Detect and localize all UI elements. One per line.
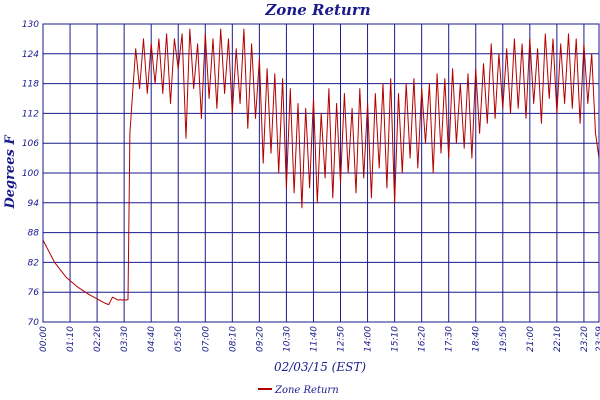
y-tick-label: 106 [22, 139, 39, 149]
x-tick-label: 08:10 [228, 326, 238, 352]
x-tick-label: 23:20 [580, 326, 590, 352]
x-tick-label: 14:00 [364, 326, 374, 352]
x-tick-label: 21:00 [526, 326, 536, 352]
x-tick-label: 07:00 [201, 326, 211, 352]
x-tick-label: 09:20 [255, 326, 265, 352]
x-tick-label: 17:30 [445, 326, 455, 352]
x-tick-label: 16:20 [418, 326, 428, 352]
x-tick-label: 04:40 [147, 326, 157, 352]
series-line [42, 28, 600, 306]
x-tick-label: 01:10 [66, 326, 76, 352]
x-tick-label: 11:40 [309, 326, 319, 352]
x-tick-label: 18:40 [472, 326, 482, 352]
x-tick-label: 00:00 [39, 326, 49, 352]
y-tick-label: 88 [28, 229, 40, 239]
x-tick-label: 12:50 [337, 326, 347, 352]
x-tick-label: 10:30 [282, 326, 292, 352]
y-tick-label: 112 [22, 109, 39, 119]
x-tick-label: 02:20 [93, 326, 103, 352]
y-tick-label: 130 [22, 20, 39, 30]
x-tick-label: 19:50 [499, 326, 509, 352]
x-axis-label: 02/03/15 (EST) [274, 360, 366, 374]
x-tick-label: 05:50 [174, 326, 184, 352]
x-tick-label: 15:10 [391, 326, 401, 352]
legend: Zone Return [258, 385, 339, 396]
y-tick-label: 94 [28, 199, 40, 209]
y-tick-label: 124 [22, 50, 39, 60]
tick-labels: 70 76 82 88 94 100 106 112 118 124 130 00:00 01:10 02… [22, 20, 600, 352]
y-axis-label: Degrees F [3, 135, 18, 210]
series-layer [42, 28, 600, 306]
x-tick-label: 03:30 [120, 326, 130, 352]
y-tick-label: 82 [28, 258, 40, 268]
x-tick-label: 23:59 [595, 326, 600, 352]
y-tick-label: 76 [28, 288, 40, 298]
legend-label: Zone Return [274, 385, 339, 396]
x-tick-label: 22:10 [553, 326, 563, 352]
y-tick-label: 100 [22, 169, 39, 179]
y-tick-label: 118 [22, 80, 39, 90]
chart-title: Zone Return [264, 1, 370, 19]
plot-border [42, 23, 600, 323]
y-tick-label: 70 [28, 318, 40, 328]
